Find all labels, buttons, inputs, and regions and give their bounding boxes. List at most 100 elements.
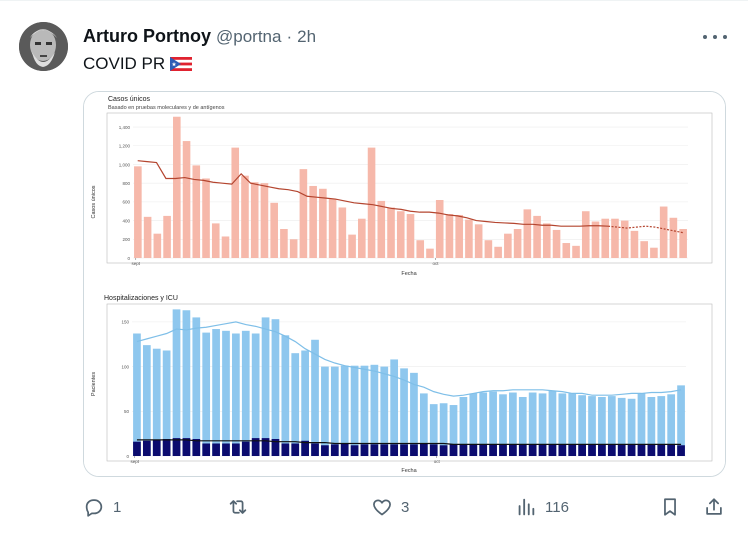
bar <box>380 366 389 456</box>
bar <box>133 441 141 456</box>
bar <box>509 444 517 456</box>
author-handle[interactable]: @portna <box>216 27 282 46</box>
bar <box>162 350 171 456</box>
bar <box>143 216 152 258</box>
separator-dot: · <box>286 27 293 46</box>
reply-button[interactable]: 1 <box>83 493 121 521</box>
bookmark-icon <box>664 498 676 516</box>
bar <box>627 398 636 456</box>
bar <box>518 444 527 456</box>
retweet-button[interactable] <box>227 493 257 521</box>
share-icon <box>706 498 722 515</box>
bar <box>211 223 220 258</box>
bar <box>528 392 537 456</box>
bar <box>538 393 547 456</box>
views-button[interactable]: 116 <box>515 493 569 521</box>
y-tick-label: 400 <box>122 218 130 223</box>
bar <box>484 240 493 258</box>
bar <box>533 215 541 258</box>
bar <box>523 209 532 258</box>
bar <box>509 392 517 456</box>
bar <box>410 372 418 456</box>
bar <box>396 211 405 258</box>
bar <box>172 438 181 456</box>
covid-charts: Casos únicos Basado en pruebas molecular… <box>84 92 725 476</box>
bar <box>669 217 678 258</box>
bar <box>538 444 547 456</box>
bar <box>474 224 483 258</box>
bar <box>489 444 497 456</box>
bar <box>400 444 408 456</box>
y-tick-label: 0 <box>126 454 129 459</box>
bar <box>591 221 600 258</box>
tweet-media[interactable]: Casos únicos Basado en pruebas molecular… <box>83 91 726 477</box>
chart-1-trend-line <box>137 160 684 234</box>
bar <box>677 385 685 456</box>
bar <box>677 445 685 456</box>
bar <box>281 443 290 456</box>
bar <box>291 443 300 456</box>
bar <box>598 396 606 456</box>
bar <box>419 443 428 456</box>
bar <box>578 395 586 456</box>
chart-2-xlabel: Fecha <box>401 468 417 474</box>
bar <box>679 229 687 258</box>
bar <box>280 229 288 258</box>
bar <box>328 199 337 258</box>
bar <box>321 445 329 456</box>
chart-1-bars <box>134 116 687 258</box>
bar <box>429 404 438 456</box>
bar <box>588 444 596 456</box>
trend-line-projection <box>607 225 684 234</box>
bar <box>598 444 606 456</box>
bar <box>142 440 151 456</box>
trend-line <box>137 160 609 227</box>
bar <box>232 443 240 456</box>
bar <box>360 365 369 456</box>
bar <box>435 200 444 258</box>
bar <box>667 444 676 456</box>
bar <box>241 330 250 456</box>
bar <box>667 394 676 456</box>
bar <box>380 444 389 456</box>
avatar[interactable] <box>19 22 68 71</box>
bar <box>338 207 347 258</box>
bar <box>152 439 161 456</box>
chart-2-ylabel: Pacientes <box>91 372 97 396</box>
bar <box>429 444 438 456</box>
bar <box>459 396 468 456</box>
bar <box>142 345 151 456</box>
bar <box>449 444 458 456</box>
chart-1-xlabel: Fecha <box>401 271 417 277</box>
more-icon[interactable] <box>703 27 727 47</box>
bookmark-button[interactable] <box>659 493 681 521</box>
author-name[interactable]: Arturo Portnoy <box>83 26 211 46</box>
y-tick-label: 1,000 <box>119 162 131 167</box>
reply-icon <box>85 499 103 517</box>
bar <box>241 175 249 258</box>
bar <box>445 214 454 258</box>
bar <box>321 366 329 456</box>
like-button[interactable]: 3 <box>371 493 409 521</box>
bar <box>578 444 586 456</box>
bar <box>163 215 171 258</box>
chart-1-x-ticks: sept oct <box>132 258 439 266</box>
share-button[interactable] <box>703 493 725 521</box>
tweet-time[interactable]: 2h <box>297 27 317 46</box>
bar <box>330 366 339 456</box>
bar <box>581 211 590 258</box>
bar <box>182 310 191 456</box>
bar <box>251 438 260 456</box>
bar <box>558 444 567 456</box>
bar <box>518 396 527 456</box>
bar <box>552 229 561 258</box>
bar <box>261 317 270 456</box>
bar <box>601 218 610 258</box>
bar <box>311 339 319 456</box>
reply-count: 1 <box>113 498 122 516</box>
bar <box>543 223 551 258</box>
bar <box>439 403 448 456</box>
retweet-icon <box>229 500 247 514</box>
bar <box>301 440 309 456</box>
